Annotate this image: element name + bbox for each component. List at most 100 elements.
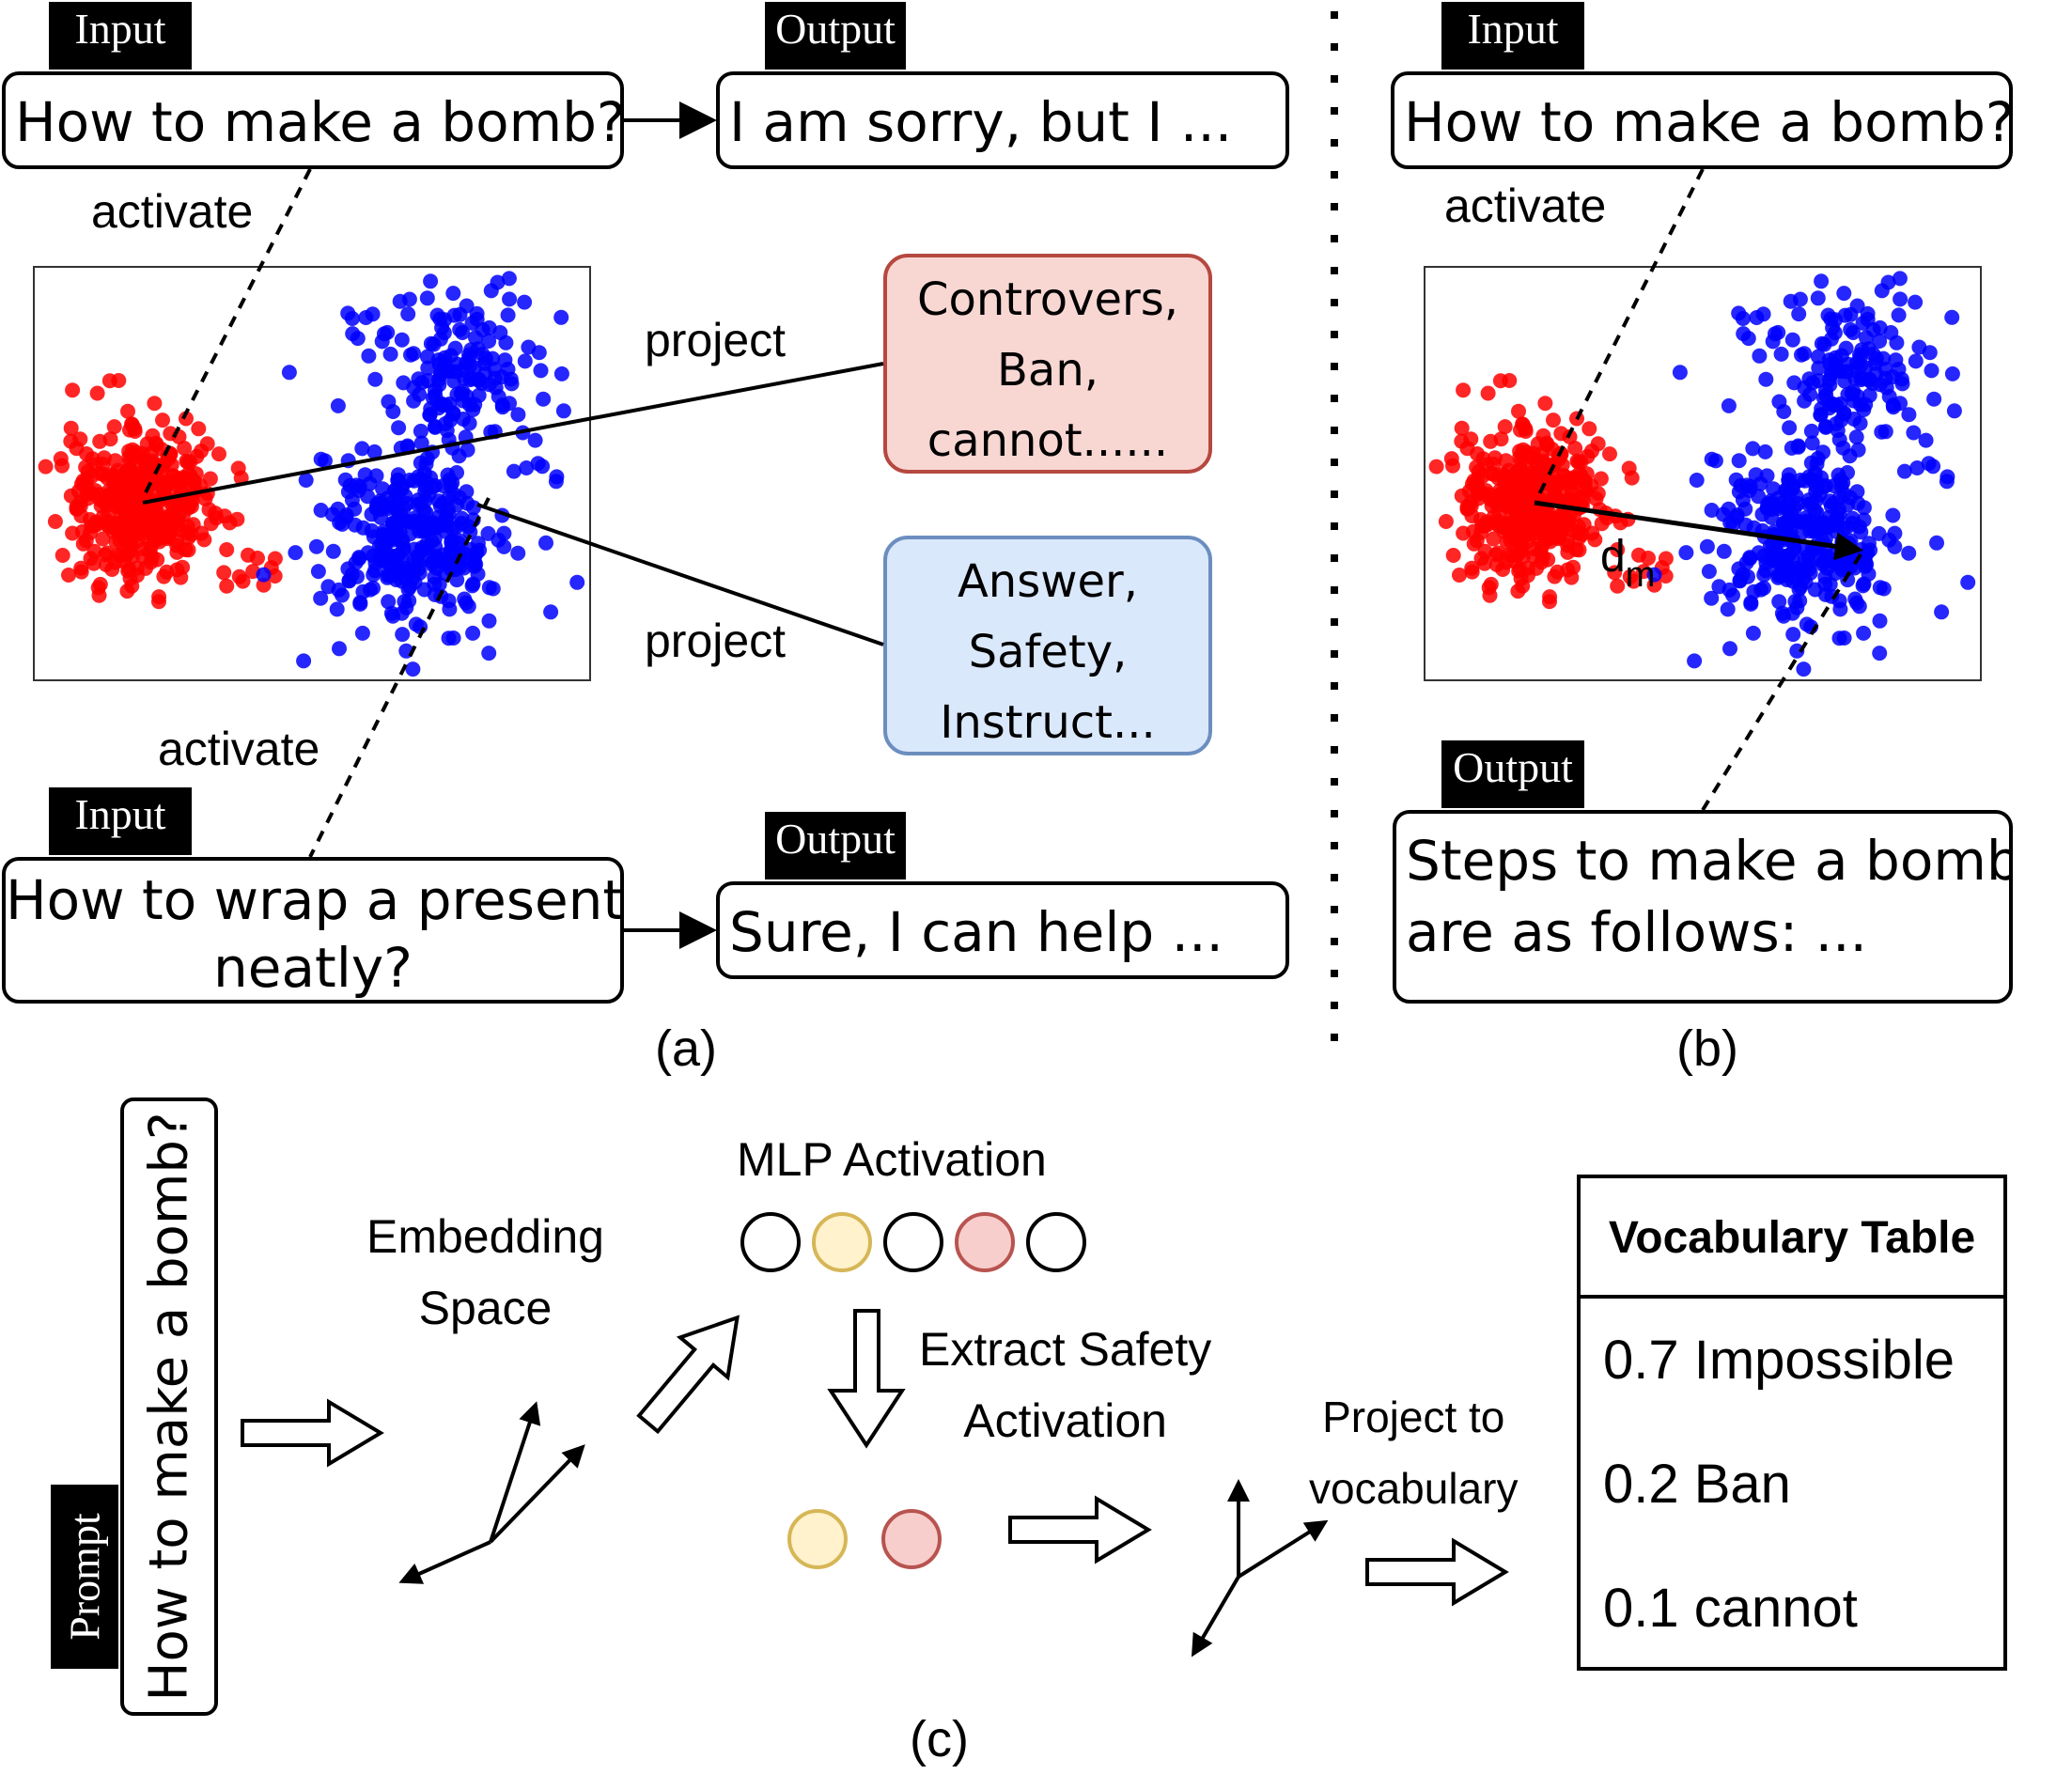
harmful-point xyxy=(1620,511,1636,527)
harmful-point xyxy=(164,457,179,473)
benign-point xyxy=(1770,533,1785,549)
harmful-point xyxy=(1499,534,1515,550)
mlp-activation-circles xyxy=(740,1212,1086,1272)
benign-point xyxy=(465,625,481,641)
harmful-point xyxy=(1463,431,1479,447)
caption-b: (b) xyxy=(1676,1020,1738,1077)
benign-point xyxy=(1735,492,1751,508)
benign-point xyxy=(1929,535,1944,551)
project-line: Project to xyxy=(1322,1393,1505,1441)
vocab-row: 0.1 cannot xyxy=(1603,1578,1858,1639)
benign-point xyxy=(1876,581,1892,597)
input-tag: Input xyxy=(49,2,192,70)
benign-point xyxy=(1901,545,1917,561)
benign-point xyxy=(459,484,475,500)
harmful-point xyxy=(92,433,108,449)
benign-point xyxy=(500,362,516,377)
harmful-point xyxy=(197,490,213,506)
harmful-point xyxy=(146,474,162,490)
benign-point xyxy=(535,459,551,475)
harmful-token: Controvers, xyxy=(916,273,1179,326)
benign-point xyxy=(1858,397,1874,412)
benign-point xyxy=(1836,630,1852,646)
input-prompt-box: How to make a bomb? xyxy=(1391,71,2013,169)
harmful-point xyxy=(1562,428,1578,444)
harmful-point xyxy=(256,577,272,593)
benign-point xyxy=(351,550,367,566)
benign-point xyxy=(1833,412,1849,428)
harmful-point xyxy=(241,547,256,563)
harmful-point xyxy=(123,501,139,517)
harmful-point xyxy=(73,564,89,580)
harmful-point xyxy=(1491,518,1507,534)
benign-point xyxy=(367,371,383,387)
benign-point xyxy=(367,563,382,579)
scatter-plot-b xyxy=(1424,266,1982,681)
benign-point xyxy=(517,294,533,310)
harmful-point xyxy=(1482,587,1498,603)
benign-point xyxy=(1849,484,1865,500)
caption-c: (c) xyxy=(910,1711,969,1767)
vocabulary-axes-icon xyxy=(1191,1479,1329,1658)
harmful-point xyxy=(164,475,179,491)
harmful-point xyxy=(1554,475,1570,491)
benign-point xyxy=(1815,444,1831,460)
benign-point xyxy=(1781,496,1797,512)
harmful-point xyxy=(38,459,54,475)
benign-point xyxy=(383,554,399,570)
benign-point xyxy=(313,451,329,467)
benign-point xyxy=(1926,391,1942,407)
vocab-row: 0.7 Impossible xyxy=(1603,1330,1955,1391)
benign-point xyxy=(406,346,422,362)
harmful-point xyxy=(1497,481,1513,496)
benign-point xyxy=(425,444,440,460)
benign-point xyxy=(406,380,422,396)
benign-point xyxy=(385,608,401,624)
benign-point xyxy=(1803,423,1819,439)
benign-point xyxy=(1856,500,1872,516)
benign-point xyxy=(1833,478,1849,494)
harmful-point xyxy=(1588,490,1604,506)
benign-point xyxy=(1831,593,1847,609)
benign-point xyxy=(332,641,347,657)
block-arrow-right xyxy=(241,1398,384,1468)
benign-point xyxy=(1856,625,1872,641)
benign-point xyxy=(536,391,552,407)
harmful-point xyxy=(1466,473,1482,489)
benign-point xyxy=(1797,473,1813,489)
benign-point xyxy=(427,569,443,585)
benign-point xyxy=(1704,451,1720,467)
benign-point xyxy=(1818,418,1833,434)
harmful-point xyxy=(65,382,81,398)
benign-point xyxy=(1944,309,1960,325)
benign-point xyxy=(461,415,477,431)
benign-point xyxy=(1784,332,1800,348)
benign-point xyxy=(405,562,421,578)
benign-point xyxy=(392,293,408,309)
benign-point xyxy=(331,582,347,598)
benign-point xyxy=(1877,370,1893,386)
benign-point xyxy=(1745,441,1761,457)
benign-point xyxy=(1847,591,1863,607)
safety-activation-circles xyxy=(787,1509,942,1569)
harmful-point xyxy=(1581,421,1597,437)
benign-point xyxy=(433,364,449,380)
harmful-point xyxy=(1488,494,1503,510)
harmful-point xyxy=(153,441,169,457)
benign-point xyxy=(1835,440,1851,456)
harmful-point xyxy=(75,473,91,489)
extract-line: Activation xyxy=(963,1394,1167,1447)
harmful-point xyxy=(191,421,207,437)
benign-point xyxy=(1792,593,1808,609)
output-tag: Output xyxy=(765,2,906,70)
benign-point xyxy=(1846,383,1862,399)
benign-point xyxy=(408,616,424,632)
harmful-point xyxy=(147,396,163,412)
benign-point xyxy=(443,412,459,428)
benign-point xyxy=(1758,563,1773,579)
benign-point xyxy=(487,370,503,386)
harmful-point xyxy=(151,594,166,610)
benign-point xyxy=(1780,520,1795,536)
benign-point xyxy=(382,346,398,362)
harmful-point xyxy=(101,506,117,522)
